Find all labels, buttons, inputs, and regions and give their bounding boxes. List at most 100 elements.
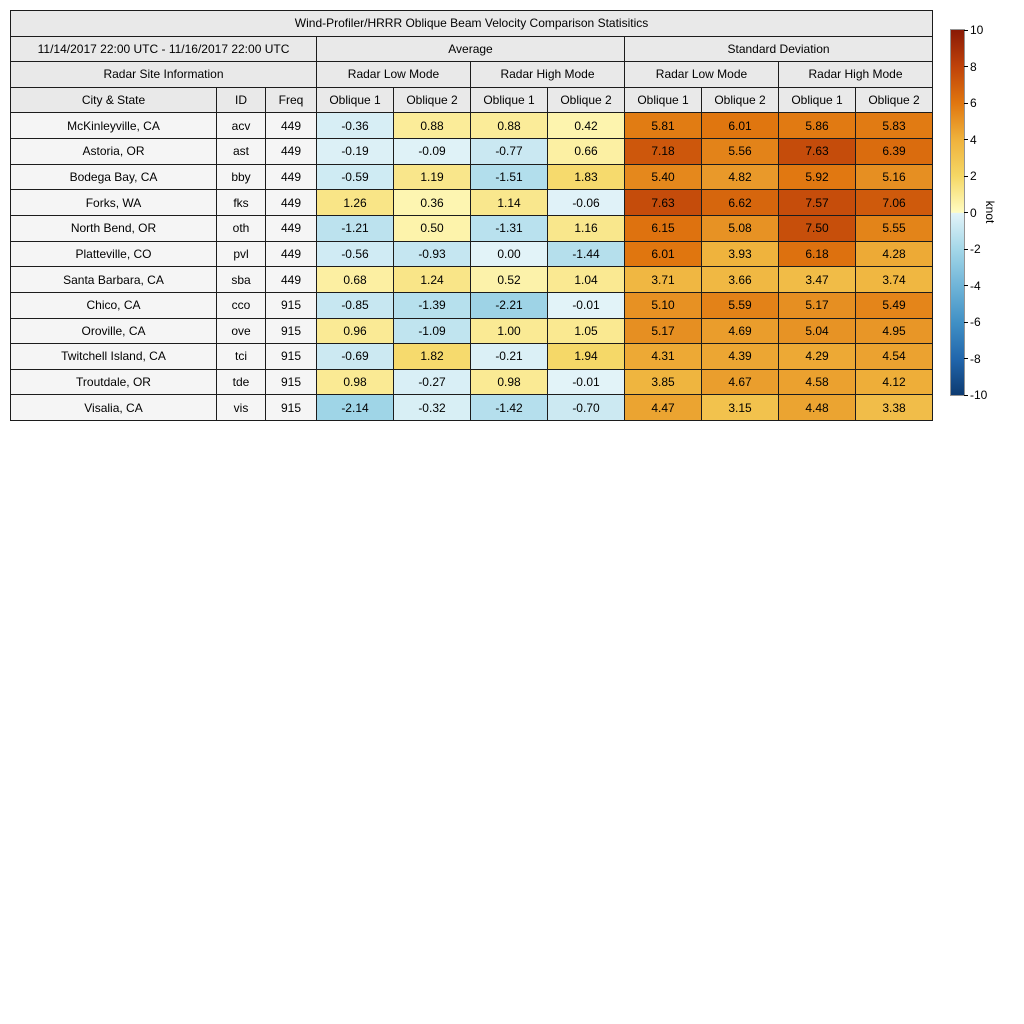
freq-cell: 449 (265, 240, 317, 268)
id-cell: acv (216, 112, 266, 140)
col-freq: Freq (265, 86, 317, 114)
city-cell: Santa Barbara, CA (10, 266, 217, 293)
colorbar-tick (964, 212, 968, 213)
value-cell: 0.68 (316, 266, 394, 293)
table-row: Visalia, CA vis 915 -2.14 -0.32 -1.42 -0.70 4.4… (10, 394, 934, 422)
sd-high-mode-header: Radar High Mode (777, 61, 934, 88)
colorbar-unit-label: knot (983, 200, 997, 224)
colorbar-tick-label: 4 (970, 132, 977, 147)
value-cell: 7.57 (778, 189, 856, 216)
colorbar-tick (964, 29, 968, 31)
value-cell: 3.93 (701, 240, 779, 268)
value-cell: -2.14 (316, 394, 394, 422)
value-cell: -0.36 (316, 112, 394, 140)
value-cell: 5.17 (624, 317, 702, 345)
value-cell: 4.12 (854, 368, 934, 396)
value-cell: 0.50 (393, 214, 471, 242)
value-cell: 5.17 (778, 291, 856, 319)
colorbar-tick-label: -2 (970, 242, 981, 256)
value-cell: 1.94 (547, 343, 625, 370)
value-cell: -0.70 (547, 394, 625, 422)
value-cell: 4.58 (778, 368, 856, 396)
value-cell: 1.14 (470, 189, 548, 216)
comparison-table: Wind-Profiler/HRRR Oblique Beam Velocity… (9, 10, 934, 422)
value-cell: 0.66 (547, 138, 625, 165)
value-cell: 0.96 (316, 317, 394, 345)
city-cell: North Bend, OR (10, 214, 217, 242)
value-cell: -0.01 (547, 368, 625, 396)
city-cell: Bodega Bay, CA (10, 163, 217, 191)
value-cell: 5.08 (701, 214, 779, 242)
value-cell: 4.47 (624, 394, 702, 422)
col-oblique-2: Oblique 2 (701, 86, 779, 114)
value-cell: -0.32 (393, 394, 471, 422)
colorbar-tick-label: -4 (970, 278, 981, 293)
freq-cell: 915 (265, 394, 317, 422)
colorbar-tick-label: 8 (970, 59, 977, 74)
date-range-cell: 11/14/2017 22:00 UTC - 11/16/2017 22:00 … (10, 35, 317, 63)
value-cell: 4.82 (701, 163, 779, 191)
value-cell: 6.18 (778, 240, 856, 268)
value-cell: 5.55 (854, 214, 934, 242)
table-row: Astoria, OR ast 449 -0.19 -0.09 -0.77 0.66 7.18… (10, 138, 934, 165)
colorbar-tick (964, 66, 968, 67)
value-cell: 4.95 (854, 317, 934, 345)
colorbar-tick (964, 248, 968, 250)
value-cell: -0.69 (316, 343, 394, 370)
value-cell: -0.21 (470, 343, 548, 370)
value-cell: 4.31 (624, 343, 702, 370)
value-cell: 5.59 (701, 291, 779, 319)
value-cell: 1.83 (547, 163, 625, 191)
colorbar-tick (964, 175, 968, 177)
freq-cell: 449 (265, 266, 317, 293)
colorbar-tick-label: 6 (970, 96, 977, 110)
table-row: Twitchell Island, CA tci 915 -0.69 1.82 -0.21… (10, 343, 934, 370)
value-cell: 1.82 (393, 343, 471, 370)
column-header-row: City & State ID Freq Oblique 1 Oblique 2… (10, 86, 934, 114)
value-cell: -0.01 (547, 291, 625, 319)
col-oblique-1: Oblique 1 (470, 86, 548, 114)
table-body: McKinleyville, CA acv 449 -0.36 0.88 0.88 0.42… (10, 112, 934, 422)
colorbar-tick-label: 2 (970, 169, 977, 183)
city-cell: Visalia, CA (10, 394, 217, 422)
id-cell: vis (216, 394, 266, 422)
id-cell: cco (216, 291, 266, 319)
colorbar-tick-label: 0 (970, 205, 977, 220)
id-cell: tde (216, 368, 266, 396)
site-info-header: Radar Site Information (10, 61, 317, 88)
table-row: Santa Barbara, CA sba 449 0.68 1.24 0.52 1.04 3… (10, 266, 934, 293)
value-cell: 4.29 (778, 343, 856, 370)
group-header-row-2: Radar Site Information Radar Low Mode Ra… (10, 61, 934, 88)
value-cell: 7.18 (624, 138, 702, 165)
value-cell: 0.88 (393, 112, 471, 140)
value-cell: -1.42 (470, 394, 548, 422)
table-row: North Bend, OR oth 449 -1.21 0.50 -1.31 1.16 6.… (10, 214, 934, 242)
colorbar-gradient (950, 29, 965, 396)
value-cell: 4.69 (701, 317, 779, 345)
value-cell: 6.01 (624, 240, 702, 268)
colorbar-tick (964, 394, 968, 396)
colorbar-tick (964, 285, 968, 286)
table-row: McKinleyville, CA acv 449 -0.36 0.88 0.88 0.42… (10, 112, 934, 140)
average-header: Average (316, 35, 625, 63)
value-cell: -0.93 (393, 240, 471, 268)
value-cell: -1.44 (547, 240, 625, 268)
freq-cell: 915 (265, 368, 317, 396)
colorbar-tick (964, 358, 968, 359)
colorbar-tick-label: -10 (970, 388, 988, 402)
city-cell: Oroville, CA (10, 317, 217, 345)
freq-cell: 449 (265, 138, 317, 165)
avg-low-mode-header: Radar Low Mode (316, 61, 471, 88)
value-cell: -0.56 (316, 240, 394, 268)
value-cell: 5.92 (778, 163, 856, 191)
std-dev-header: Standard Deviation (623, 35, 934, 63)
value-cell: -0.06 (547, 189, 625, 216)
colorbar-tick (964, 139, 968, 140)
col-city-state: City & State (10, 86, 217, 114)
value-cell: -0.77 (470, 138, 548, 165)
table-title: Wind-Profiler/HRRR Oblique Beam Velocity… (9, 10, 934, 37)
value-cell: 1.19 (393, 163, 471, 191)
value-cell: 4.48 (778, 394, 856, 422)
value-cell: 0.00 (470, 240, 548, 268)
